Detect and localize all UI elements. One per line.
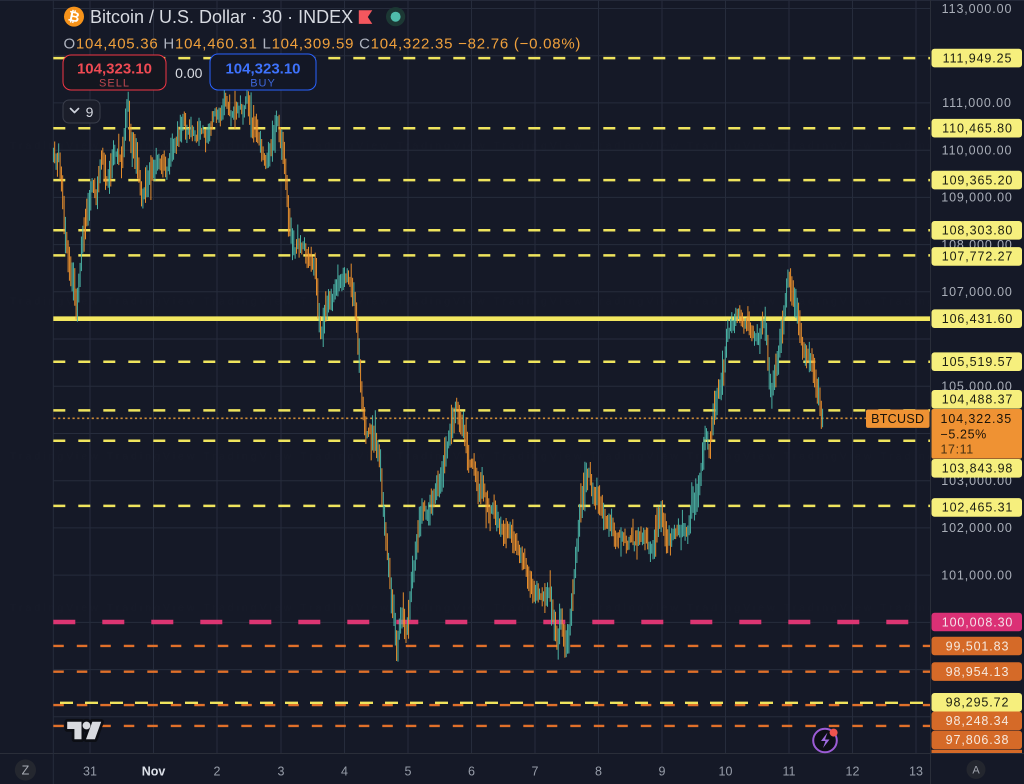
svg-text:109,365.20: 109,365.20 (942, 173, 1014, 187)
svg-text:TradingView TradingView Tradin: TradingView TradingView TradingView Trad… (10, 602, 1024, 614)
svg-text:TradingView TradingView Tradin: TradingView TradingView TradingView Trad… (10, 296, 1024, 308)
svg-text:111,949.25: 111,949.25 (943, 51, 1013, 65)
svg-text:6: 6 (468, 765, 475, 779)
svg-text:BTCUSD: BTCUSD (871, 412, 924, 426)
svg-text:2: 2 (214, 765, 221, 779)
svg-text:108,303.80: 108,303.80 (942, 224, 1014, 238)
svg-text:98,248.34: 98,248.34 (946, 714, 1010, 728)
svg-text:10: 10 (719, 765, 733, 779)
svg-text:99,501.83: 99,501.83 (946, 639, 1010, 653)
svg-text:104,323.10: 104,323.10 (225, 60, 300, 77)
svg-text:17:11: 17:11 (941, 443, 974, 457)
svg-text:−5.25%: −5.25% (941, 427, 987, 441)
svg-text:5: 5 (405, 765, 412, 779)
svg-text:O104,405.36 H104,460.31 L104,3: O104,405.36 H104,460.31 L104,309.59 C104… (64, 35, 582, 52)
svg-text:105,519.57: 105,519.57 (942, 355, 1014, 369)
svg-text:98,954.13: 98,954.13 (946, 665, 1010, 679)
svg-text:104,322.35: 104,322.35 (941, 412, 1013, 426)
svg-text:104,488.37: 104,488.37 (942, 393, 1014, 407)
svg-text:97,806.38: 97,806.38 (946, 733, 1010, 747)
svg-text:TradingView TradingView Tradin: TradingView TradingView TradingView Trad… (10, 140, 1024, 152)
svg-text:3: 3 (278, 765, 285, 779)
svg-text:113,000.00: 113,000.00 (942, 2, 1013, 16)
svg-text:102,000.00: 102,000.00 (941, 521, 1013, 535)
svg-text:110,000.00: 110,000.00 (942, 144, 1013, 158)
svg-text:A: A (972, 765, 980, 777)
svg-text:98,295.72: 98,295.72 (946, 696, 1010, 710)
svg-text:BUY: BUY (250, 78, 276, 90)
svg-text:104,323.10: 104,323.10 (77, 60, 152, 77)
svg-text:101,000.00: 101,000.00 (941, 568, 1013, 582)
svg-text:TradingView TradingView Tradin: TradingView TradingView TradingView Trad… (10, 451, 1024, 463)
svg-text:110,465.80: 110,465.80 (942, 122, 1013, 136)
svg-text:0.00: 0.00 (175, 65, 202, 81)
svg-text:111,000.00: 111,000.00 (942, 96, 1012, 110)
svg-text:100,008.30: 100,008.30 (942, 615, 1014, 629)
svg-text:12: 12 (846, 765, 860, 779)
svg-text:103,843.98: 103,843.98 (942, 462, 1014, 476)
svg-text:Bitcoin / U.S. Dollar · 30 · I: Bitcoin / U.S. Dollar · 30 · INDEX (90, 7, 353, 27)
svg-text:106,431.60: 106,431.60 (942, 312, 1014, 326)
svg-text:8: 8 (595, 765, 602, 779)
svg-text:13: 13 (909, 765, 923, 779)
svg-text:31: 31 (83, 765, 97, 779)
svg-text:SELL: SELL (99, 78, 130, 90)
svg-text:109,000.00: 109,000.00 (941, 191, 1013, 205)
svg-text:11: 11 (783, 765, 796, 779)
svg-text:Z: Z (22, 764, 30, 778)
svg-text:107,000.00: 107,000.00 (941, 285, 1013, 299)
svg-text:₿: ₿ (67, 7, 81, 25)
svg-text:9: 9 (86, 104, 94, 120)
svg-text:9: 9 (659, 765, 666, 779)
svg-text:4: 4 (341, 765, 348, 779)
svg-text:102,465.31: 102,465.31 (942, 501, 1014, 515)
svg-text:7: 7 (532, 765, 539, 779)
svg-text:Nov: Nov (142, 765, 166, 779)
svg-text:107,772.27: 107,772.27 (942, 250, 1014, 264)
